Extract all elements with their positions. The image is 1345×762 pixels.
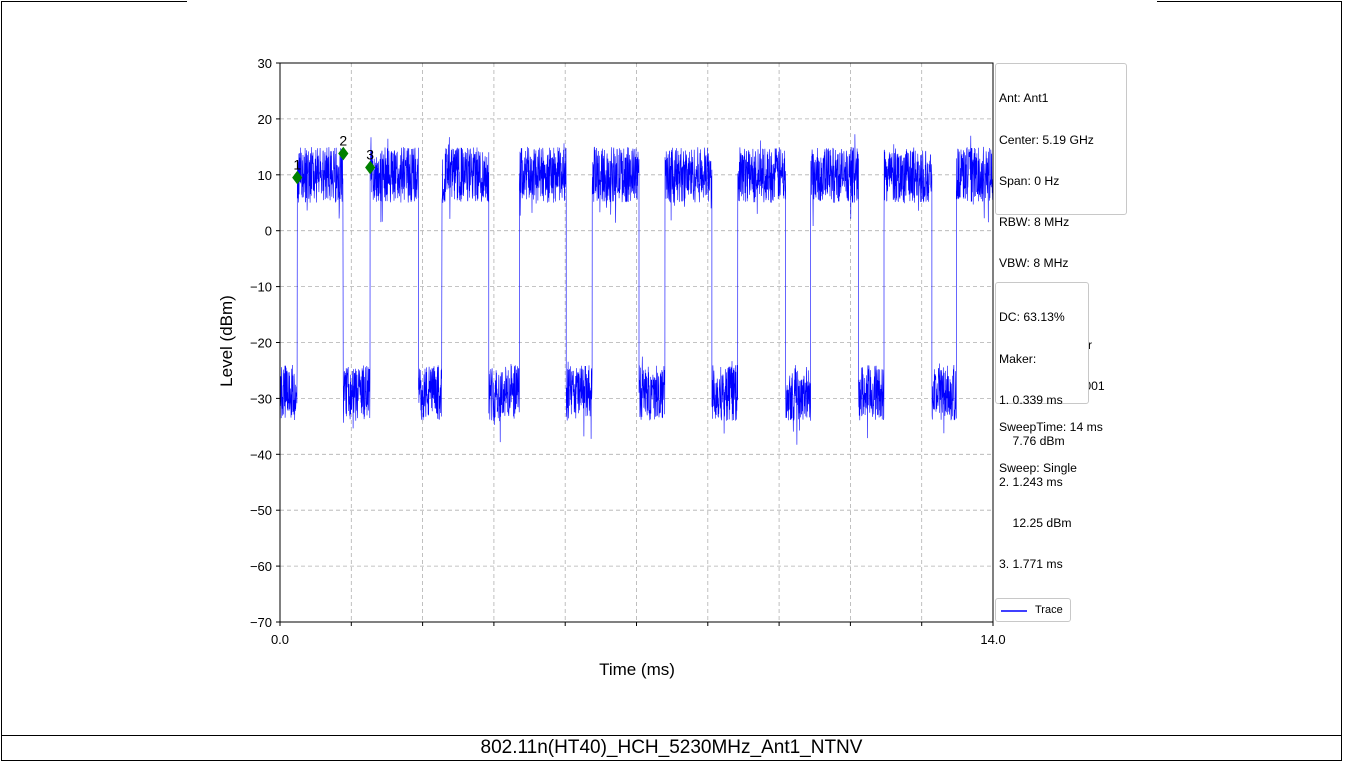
- settings-line: Span: 0 Hz: [999, 173, 1060, 188]
- results-line: Maker:: [999, 351, 1037, 366]
- y-tick-label: −40: [250, 447, 272, 462]
- y-tick-label: −30: [250, 391, 272, 406]
- settings-line: Center: 5.19 GHz: [999, 132, 1094, 147]
- frame-border-top-right: [1157, 1, 1342, 2]
- marker-point: [365, 160, 376, 175]
- x-tick-label: 14.0: [980, 632, 1005, 647]
- axis-layer: 30 20 10 0 −10 −20 −30 −40 −50 −60 −70 0.0 14.0: [250, 56, 1006, 647]
- legend-trace-label: Trace: [1035, 604, 1063, 616]
- results-line: 3. 1.771 ms: [999, 557, 1063, 572]
- settings-line: RBW: 8 MHz: [999, 214, 1070, 229]
- marker-label: 3: [366, 147, 374, 163]
- chart-caption: 802.11n(HT40)_HCH_5230MHz_Ant1_NTNV: [1, 735, 1342, 761]
- x-axis-label: Time (ms): [599, 660, 675, 679]
- legend-trace-swatch: [1001, 610, 1027, 612]
- frame-border-left: [1, 1, 2, 735]
- y-tick-label: 0: [265, 224, 272, 239]
- y-tick-label: 10: [258, 168, 272, 183]
- x-tick-label: 0.0: [271, 632, 289, 647]
- settings-line: SweepTime: 14 ms: [999, 420, 1103, 435]
- trace-layer: [279, 134, 994, 445]
- results-line: 1. 0.339 ms: [999, 392, 1063, 407]
- y-axis-label: Level (dBm): [217, 295, 236, 387]
- y-tick-label: −70: [250, 615, 272, 630]
- marker-point: [292, 170, 303, 185]
- results-line: 12.25 dBm: [999, 515, 1072, 530]
- settings-panel: Ant: Ant1 Center: 5.19 GHz Span: 0 Hz RB…: [995, 63, 1127, 475]
- y-tick-label: −60: [250, 559, 272, 574]
- grid-layer: [279, 62, 994, 623]
- marker-point: [338, 146, 349, 161]
- frame-border-top-left: [1, 1, 187, 2]
- legend: Trace: [995, 598, 1071, 622]
- marker-label: 2: [339, 133, 347, 149]
- settings-line: Ant: Ant1: [999, 91, 1049, 106]
- y-tick-label: 30: [258, 56, 272, 71]
- settings-line: Sweep: Single: [999, 461, 1077, 476]
- y-tick-label: −50: [250, 503, 272, 518]
- settings-line: VBW: 8 MHz: [999, 255, 1069, 270]
- y-tick-label: −20: [250, 336, 272, 351]
- trace-series-line: [279, 134, 994, 445]
- y-tick-label: −10: [250, 280, 272, 295]
- marker-layer: 1 2 3: [292, 133, 376, 185]
- y-tick-label: 20: [258, 112, 272, 127]
- results-line: 2. 1.243 ms: [999, 474, 1063, 489]
- results-line: DC: 63.13%: [999, 310, 1065, 325]
- results-line: 7.76 dBm: [999, 433, 1065, 448]
- frame-border-right: [1341, 1, 1342, 735]
- marker-label: 1: [293, 157, 301, 173]
- results-panel: DC: 63.13% Maker: 1. 0.339 ms 7.76 dBm 2…: [995, 282, 1089, 612]
